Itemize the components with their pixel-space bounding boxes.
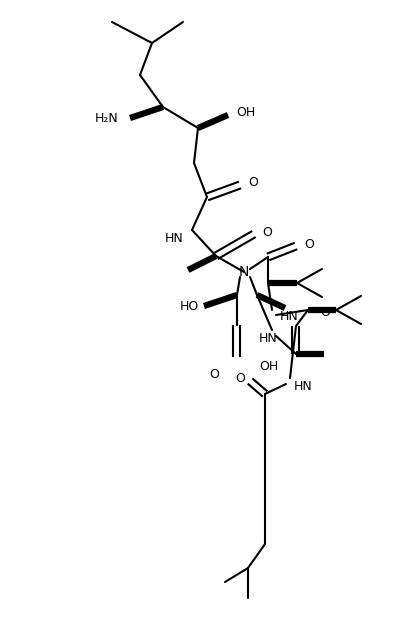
Text: O: O [234, 372, 245, 384]
Text: O: O [319, 306, 329, 320]
Text: O: O [247, 176, 257, 190]
Text: O: O [209, 368, 218, 382]
Text: HN: HN [293, 380, 312, 394]
Text: N: N [238, 265, 249, 279]
Text: HN: HN [279, 311, 298, 323]
Text: HN: HN [258, 332, 277, 346]
Text: OH: OH [236, 105, 255, 119]
Text: HN: HN [165, 231, 184, 245]
Text: O: O [303, 238, 313, 250]
Text: O: O [261, 226, 271, 238]
Text: HO: HO [179, 299, 198, 313]
Text: H₂N: H₂N [95, 112, 119, 124]
Text: OH: OH [258, 359, 278, 373]
